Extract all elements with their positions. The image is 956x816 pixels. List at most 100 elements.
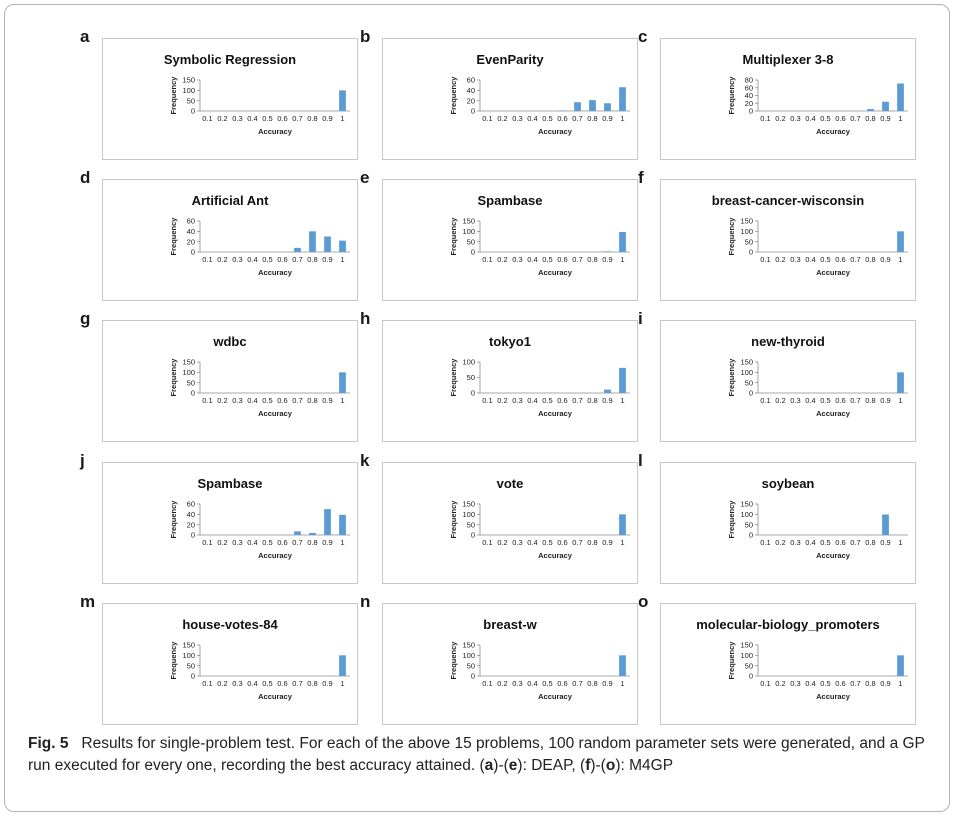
- x-tick-label: 0.8: [587, 538, 597, 547]
- y-tick-label: 40: [467, 86, 475, 95]
- x-tick-label: 0.5: [542, 538, 552, 547]
- x-tick-label: 0.1: [760, 255, 770, 264]
- caption-text: Results for single-problem test. For eac…: [28, 735, 925, 774]
- x-tick-label: 0.3: [790, 679, 800, 688]
- chart-frame: [382, 462, 638, 584]
- caption-p7: o: [605, 757, 616, 774]
- bar-0.9: [324, 236, 331, 252]
- y-axis-label: Frequency: [169, 641, 178, 680]
- y-tick-label: 50: [745, 520, 753, 529]
- caption-p2: )-(: [493, 757, 509, 774]
- panel-letter: a: [80, 27, 90, 46]
- chart-frame: [102, 603, 358, 725]
- x-tick-label: 0.8: [865, 114, 875, 123]
- y-tick-label: 50: [467, 661, 475, 670]
- panel-letter: j: [80, 451, 85, 470]
- x-tick-label: 1: [340, 538, 344, 547]
- bar-1: [897, 655, 904, 676]
- x-tick-label: 0.2: [775, 538, 785, 547]
- x-tick-label: 0.5: [820, 396, 830, 405]
- y-axis-label: Frequency: [169, 76, 178, 115]
- x-tick-label: 0.6: [277, 114, 287, 123]
- y-tick-label: 150: [182, 641, 195, 650]
- x-tick-label: 0.1: [760, 396, 770, 405]
- x-tick-label: 0.1: [202, 396, 212, 405]
- x-tick-label: 0.1: [482, 396, 492, 405]
- x-tick-label: 0.5: [262, 679, 272, 688]
- x-tick-label: 0.6: [557, 114, 567, 123]
- x-tick-label: 0.3: [790, 114, 800, 123]
- x-tick-label: 0.6: [835, 538, 845, 547]
- x-tick-label: 1: [898, 679, 902, 688]
- bar-0.9: [882, 514, 889, 535]
- y-tick-label: 150: [740, 358, 753, 367]
- x-axis-label: Accuracy: [258, 127, 293, 136]
- x-tick-label: 0.7: [850, 538, 860, 547]
- y-tick-label: 50: [187, 661, 195, 670]
- chart-frame: [102, 320, 358, 442]
- chart-frame: [102, 462, 358, 584]
- x-axis-label: Accuracy: [816, 127, 851, 136]
- x-tick-label: 1: [620, 679, 624, 688]
- x-tick-label: 0.5: [820, 538, 830, 547]
- x-tick-label: 1: [340, 255, 344, 264]
- bar-0.7: [294, 247, 301, 252]
- bar-1: [339, 514, 346, 535]
- x-tick-label: 0.9: [322, 114, 332, 123]
- x-tick-label: 0.6: [277, 396, 287, 405]
- x-tick-label: 0.4: [805, 255, 815, 264]
- x-tick-label: 0.7: [850, 255, 860, 264]
- x-tick-label: 0.2: [775, 114, 785, 123]
- x-tick-label: 0.2: [217, 114, 227, 123]
- x-tick-label: 0.3: [232, 396, 242, 405]
- chart-title: Spambase: [197, 476, 263, 491]
- x-tick-label: 0.8: [865, 255, 875, 264]
- bar-0.9: [324, 509, 331, 535]
- x-tick-label: 1: [340, 396, 344, 405]
- y-tick-label: 50: [745, 237, 753, 246]
- x-tick-label: 0.2: [217, 679, 227, 688]
- x-tick-label: 0.8: [865, 396, 875, 405]
- x-tick-label: 0.7: [292, 255, 302, 264]
- x-tick-label: 0.7: [292, 114, 302, 123]
- x-tick-label: 0.2: [497, 396, 507, 405]
- panel-letter: l: [638, 451, 643, 470]
- y-tick-label: 20: [187, 520, 195, 529]
- chart-title: breast-cancer-wisconsin: [711, 193, 865, 208]
- x-tick-label: 0.5: [262, 538, 272, 547]
- x-tick-label: 0.4: [527, 679, 537, 688]
- x-axis-label: Accuracy: [258, 268, 293, 277]
- y-tick-label: 100: [462, 358, 475, 367]
- chart-frame: [382, 179, 638, 301]
- y-tick-label: 150: [740, 217, 753, 226]
- y-axis-label: Frequency: [449, 76, 458, 115]
- y-tick-label: 0: [471, 672, 475, 681]
- y-tick-label: 0: [471, 389, 475, 398]
- figure-frame: [4, 4, 950, 812]
- bar-0.7: [574, 102, 581, 111]
- x-tick-label: 0.3: [790, 396, 800, 405]
- x-tick-label: 0.8: [587, 679, 597, 688]
- x-tick-label: 0.1: [202, 679, 212, 688]
- y-tick-label: 40: [187, 510, 195, 519]
- y-tick-label: 50: [467, 520, 475, 529]
- x-tick-label: 0.6: [835, 255, 845, 264]
- x-tick-label: 1: [620, 114, 624, 123]
- x-tick-label: 0.9: [602, 255, 612, 264]
- bar-1: [339, 655, 346, 676]
- bar-1: [339, 240, 346, 252]
- x-tick-label: 0.8: [307, 396, 317, 405]
- x-tick-label: 0.3: [232, 538, 242, 547]
- y-tick-label: 100: [182, 368, 195, 377]
- panel-letter: o: [638, 592, 649, 611]
- x-tick-label: 0.8: [587, 396, 597, 405]
- y-tick-label: 50: [187, 96, 195, 105]
- x-tick-label: 0.2: [775, 255, 785, 264]
